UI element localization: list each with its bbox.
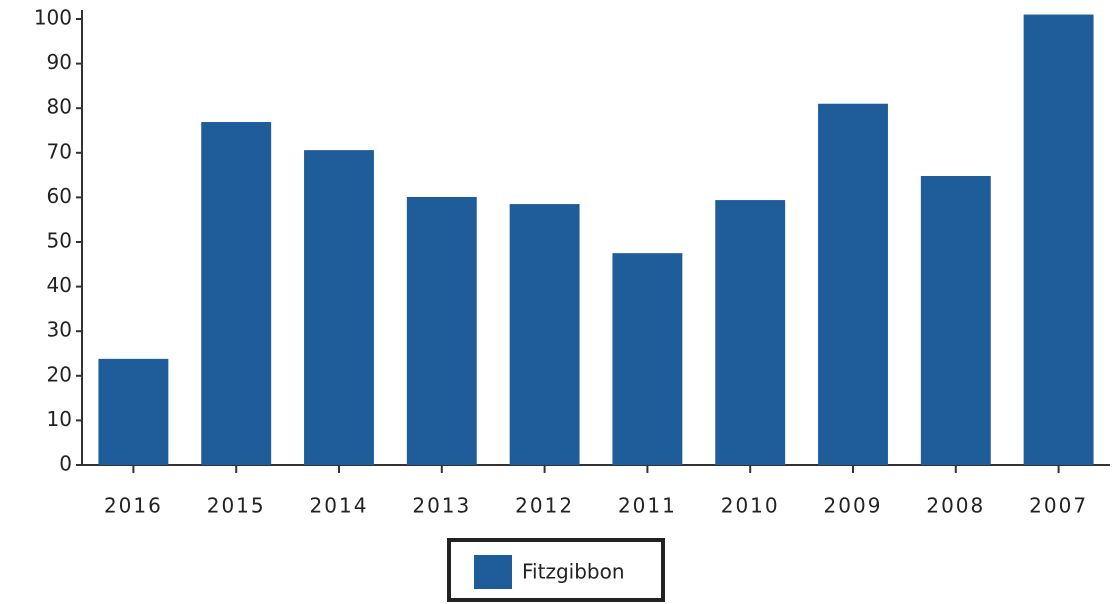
bar bbox=[304, 150, 374, 465]
bar bbox=[509, 204, 580, 465]
bar bbox=[818, 103, 888, 466]
x-tick-label: 2011 bbox=[618, 494, 677, 518]
bar bbox=[98, 358, 169, 465]
y-tick-label: 30 bbox=[47, 318, 72, 342]
y-tick-label: 60 bbox=[47, 184, 72, 208]
y-tick-label: 10 bbox=[47, 407, 72, 431]
bar bbox=[612, 253, 683, 465]
y-tick-label: 0 bbox=[59, 452, 72, 476]
x-tick-label: 2008 bbox=[926, 494, 985, 518]
x-tick-label: 2016 bbox=[104, 494, 163, 518]
y-tick-label: 80 bbox=[47, 95, 72, 119]
bar bbox=[406, 196, 477, 466]
bar bbox=[201, 122, 272, 465]
x-tick-label: 2010 bbox=[721, 494, 780, 518]
x-tick-label: 2015 bbox=[207, 494, 266, 518]
legend-swatch bbox=[474, 555, 512, 589]
bar bbox=[1023, 14, 1094, 465]
legend-label: Fitzgibbon bbox=[522, 560, 625, 584]
x-tick-label: 2014 bbox=[310, 494, 369, 518]
y-tick-label: 90 bbox=[47, 50, 72, 74]
x-tick-label: 2012 bbox=[515, 494, 574, 518]
y-tick-label: 40 bbox=[47, 273, 72, 297]
bar bbox=[715, 200, 786, 466]
x-tick-label: 2009 bbox=[824, 494, 883, 518]
y-tick-label: 50 bbox=[47, 229, 72, 253]
x-tick-label: 2013 bbox=[412, 494, 471, 518]
x-tick-label: 2007 bbox=[1029, 494, 1088, 518]
y-tick-label: 100 bbox=[34, 6, 72, 30]
bar bbox=[920, 175, 991, 465]
y-tick-label: 20 bbox=[47, 362, 72, 386]
y-tick-label: 70 bbox=[47, 139, 72, 163]
